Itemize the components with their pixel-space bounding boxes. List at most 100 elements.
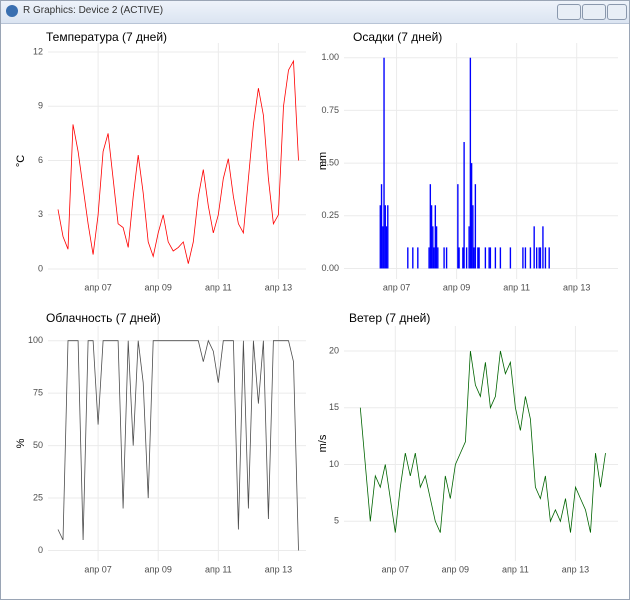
bar: [489, 247, 492, 269]
bar: [433, 247, 435, 269]
x-tick-label: апр 13: [265, 564, 292, 574]
bar: [542, 226, 544, 269]
x-tick-label: апр 09: [443, 282, 470, 292]
y-tick-label: 50: [33, 440, 43, 450]
x-tick-label: апр 09: [145, 564, 172, 574]
bar: [533, 226, 535, 269]
bar: [539, 247, 542, 269]
bar: [522, 247, 524, 269]
bar: [499, 247, 502, 269]
y-tick-label: 1.00: [321, 52, 339, 62]
bar: [474, 184, 477, 269]
bar: [380, 184, 383, 269]
y-tick-label: 0: [38, 263, 43, 273]
bar: [468, 226, 470, 269]
plots: Температура (7 дней) °C 0 3 6 9 12 апр 07 апр 09…: [15, 30, 618, 574]
x-tick-label: апр 09: [145, 282, 172, 292]
app-icon: [6, 5, 18, 17]
bar: [509, 247, 512, 269]
y-axis-label: m/s: [317, 434, 329, 452]
y-tick-label: 0: [38, 545, 43, 555]
bar: [387, 205, 389, 269]
bar: [465, 247, 468, 269]
x-tick-label: апр 13: [265, 282, 292, 292]
bar: [435, 226, 438, 269]
bar: [383, 57, 385, 269]
x-tick-label: апр 11: [503, 282, 530, 292]
y-tick-label: 12: [33, 46, 43, 56]
chart-title: Температура (7 дней): [46, 30, 167, 44]
chart-title: Ветер (7 дней): [349, 311, 430, 325]
bar: [434, 205, 437, 269]
y-tick-label: 75: [33, 388, 43, 398]
title-bar: R Graphics: Device 2 (ACTIVE): [1, 1, 629, 24]
x-tick-label: апр 11: [502, 564, 529, 574]
bar: [412, 247, 414, 269]
bar: [407, 247, 409, 269]
bar: [457, 184, 459, 269]
bar: [463, 142, 465, 269]
data-line: [359, 350, 606, 533]
y-tick-label: 100: [28, 335, 43, 345]
y-tick-label: 20: [329, 345, 339, 355]
bar: [432, 226, 434, 269]
maximize-button[interactable]: [582, 4, 606, 20]
bar: [382, 226, 384, 269]
bar: [494, 247, 497, 269]
bar: [384, 205, 386, 269]
x-tick-label: апр 07: [383, 282, 410, 292]
bar: [428, 247, 430, 269]
close-button[interactable]: [607, 4, 627, 20]
y-tick-label: 10: [329, 459, 339, 469]
bar: [529, 247, 532, 269]
x-tick-label: апр 13: [562, 564, 589, 574]
bar: [473, 247, 475, 269]
minimize-button[interactable]: [557, 4, 581, 20]
bar: [462, 247, 464, 269]
y-tick-label: 25: [33, 492, 43, 502]
bar: [535, 247, 538, 269]
chart-title: Осадки (7 дней): [353, 30, 442, 44]
data-line: [57, 339, 299, 551]
y-tick-label: 15: [329, 402, 339, 412]
bar: [429, 184, 432, 269]
bar: [488, 247, 490, 269]
bar: [437, 247, 439, 269]
bar: [458, 247, 460, 269]
y-tick-label: 5: [334, 516, 339, 526]
bar: [470, 163, 473, 269]
x-tick-label: апр 13: [563, 282, 590, 292]
y-tick-label: 6: [38, 155, 43, 165]
y-axis-label: °C: [15, 155, 27, 167]
y-tick-label: 3: [38, 209, 43, 219]
x-tick-label: апр 11: [205, 282, 232, 292]
x-tick-label: апр 09: [442, 564, 469, 574]
chart-title: Облачность (7 дней): [46, 311, 161, 325]
x-tick-label: апр 11: [205, 564, 232, 574]
bar: [417, 247, 419, 269]
bar: [548, 247, 550, 269]
bar: [469, 57, 472, 269]
bar: [472, 205, 474, 269]
bar: [484, 247, 487, 269]
bar: [430, 205, 433, 269]
y-tick-label: 0.50: [321, 157, 339, 167]
window-title: R Graphics: Device 2 (ACTIVE): [23, 5, 164, 16]
x-tick-label: апр 07: [382, 564, 409, 574]
y-tick-label: 0.25: [321, 210, 339, 220]
x-tick-label: апр 07: [84, 564, 111, 574]
bar: [524, 247, 527, 269]
x-tick-label: апр 07: [84, 282, 111, 292]
y-tick-label: 9: [38, 101, 43, 111]
bar: [478, 247, 480, 269]
bar: [477, 247, 479, 269]
y-tick-label: 0.75: [321, 105, 339, 115]
bar: [379, 205, 381, 269]
bar: [544, 247, 547, 269]
bar: [538, 247, 540, 269]
y-tick-label: 0.00: [321, 263, 339, 273]
y-axis-label: mm: [317, 152, 329, 170]
bar: [445, 247, 448, 269]
y-axis-label: %: [15, 438, 27, 448]
